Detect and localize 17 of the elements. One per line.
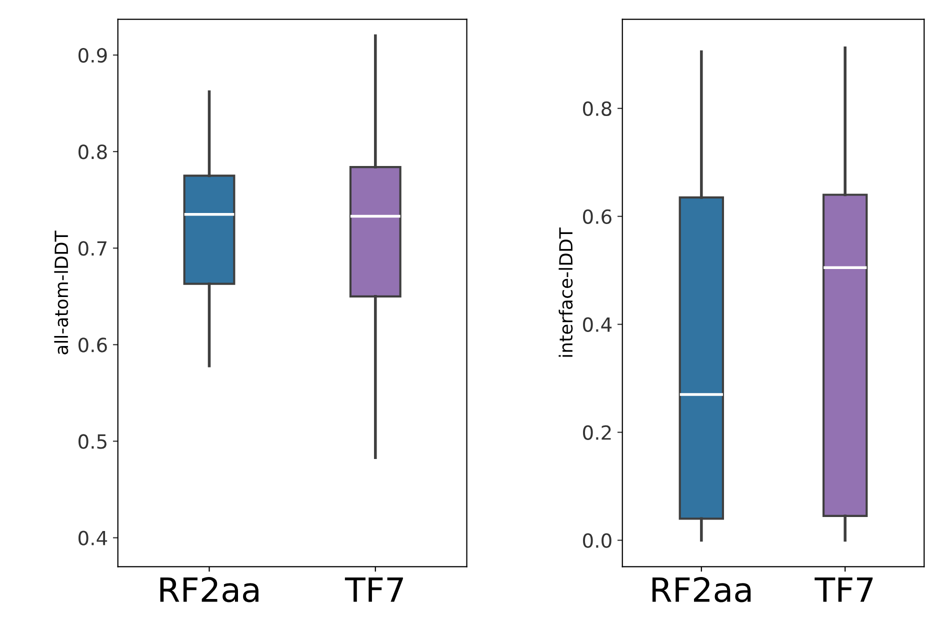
x-tick-label: TF7 [814,577,873,602]
y-tick-label: 0.2 [583,425,611,440]
y-axis-title: all-atom-lDDT [54,230,68,354]
y-tick-label: 0.6 [583,209,612,224]
y-tick-label: 0.7 [78,241,106,256]
y-tick-label: 0.0 [583,533,612,548]
y-tick-label: 0.4 [583,317,612,332]
x-tick-label: RF2aa [160,577,258,602]
y-tick-label: 0.9 [78,48,107,63]
y-axis-title: interface-lDDT [558,228,573,357]
y-tick-label: 0.5 [78,434,106,449]
y-tick-label: 0.8 [78,144,107,160]
y-tick-label: 0.8 [583,101,612,116]
y-tick-label: 0.4 [78,530,108,546]
x-tick-label: RF2aa [652,577,751,602]
y-tick-label: 0.6 [78,338,107,352]
x-tick-label: TF7 [344,577,403,602]
